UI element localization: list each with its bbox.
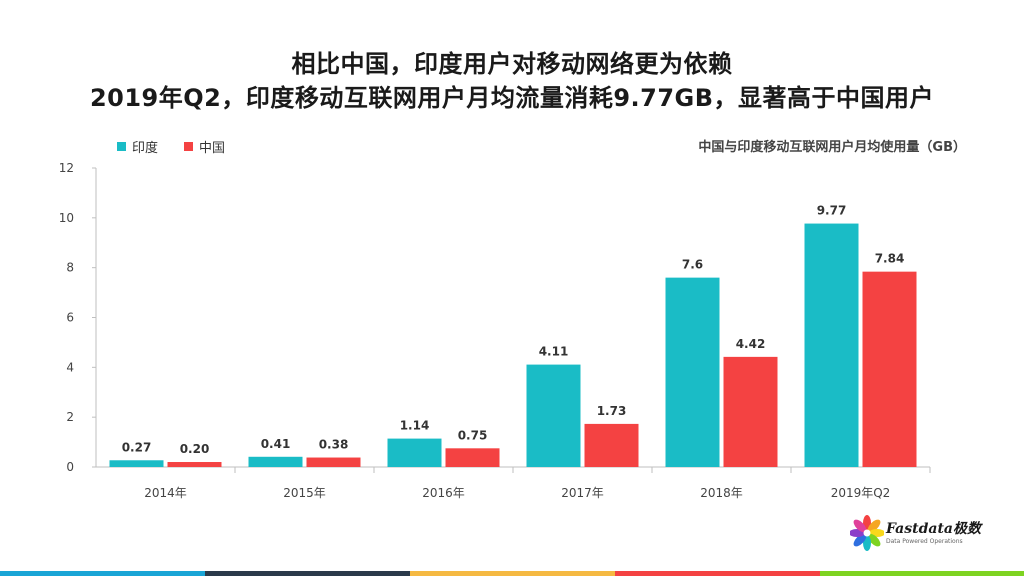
data-label: 1.73 [597,404,627,418]
logo-tagline: Data Powered Operations [886,538,963,545]
bar-india [526,364,581,467]
flower-logo-icon [849,515,885,551]
legend-item-india: 印度 [117,137,158,156]
data-label: 0.20 [180,442,210,456]
footer-segment [820,571,1024,576]
x-tick-label: 2016年 [422,486,465,500]
y-tick-label: 6 [66,311,74,325]
data-label: 7.84 [875,252,905,266]
footer-segment [410,571,615,576]
logo-petal [867,519,881,533]
x-tick-label: 2017年 [561,486,604,500]
fastdata-logo: Fastdata极数 Data Powered Operations [849,514,1000,554]
legend-swatch-india [117,142,126,151]
y-tick-label: 10 [59,211,74,225]
x-tick-label: 2018年 [700,486,743,500]
chart-title-line-2: 2019年Q2，印度移动互联网用户月均流量消耗9.77GB，显著高于中国用户 [89,84,935,112]
data-label: 4.11 [539,345,569,359]
bar-china [167,462,222,467]
y-tick-label: 0 [66,460,74,474]
bar-india [387,438,442,467]
bar-india [248,456,303,467]
footer-segment [615,571,820,576]
data-label: 0.38 [319,438,349,452]
logo-text: Fastdata极数 [886,521,981,537]
bar-china [306,457,361,467]
legend-swatch-china [184,142,194,151]
footer-color-bar [0,571,1024,576]
y-tick-label: 12 [59,161,74,175]
data-label: 0.27 [122,440,152,454]
legend-item-china: 中国 [184,137,225,156]
bar-india [109,460,164,467]
logo-petal [867,533,881,547]
bar-india [665,277,720,467]
y-tick-label: 2 [66,410,74,424]
data-label: 4.42 [736,337,766,351]
x-tick-label: 2015年 [283,486,326,500]
bar-india [804,223,859,467]
bar-china [723,356,778,467]
x-tick-label: 2019年Q2 [831,486,891,500]
bar-china [584,423,639,467]
footer-segment [205,571,410,576]
bar-china [862,271,917,467]
bar-china [445,448,500,467]
footer-segment [0,571,205,576]
legend-label-china: 中国 [199,141,226,156]
data-label: 9.77 [817,204,847,218]
y-tick-label: 8 [66,261,74,275]
logo-petal [853,533,867,547]
data-label: 1.14 [400,419,430,433]
chart-subtitle: 中国与印度移动互联网用户月均使用量（GB） [698,140,966,155]
logo-petal [853,519,867,533]
data-label: 0.75 [458,428,488,442]
x-tick-label: 2014年 [144,486,187,500]
chart-title-line-1: 相比中国，印度用户对移动网络更为依赖 [291,50,733,78]
logo-center [863,529,871,537]
data-label: 7.6 [682,258,703,272]
chart-legend: 印度 中国 [117,137,225,156]
y-tick-label: 4 [66,360,74,374]
data-label: 0.41 [261,437,291,451]
legend-label-india: 印度 [132,141,159,156]
